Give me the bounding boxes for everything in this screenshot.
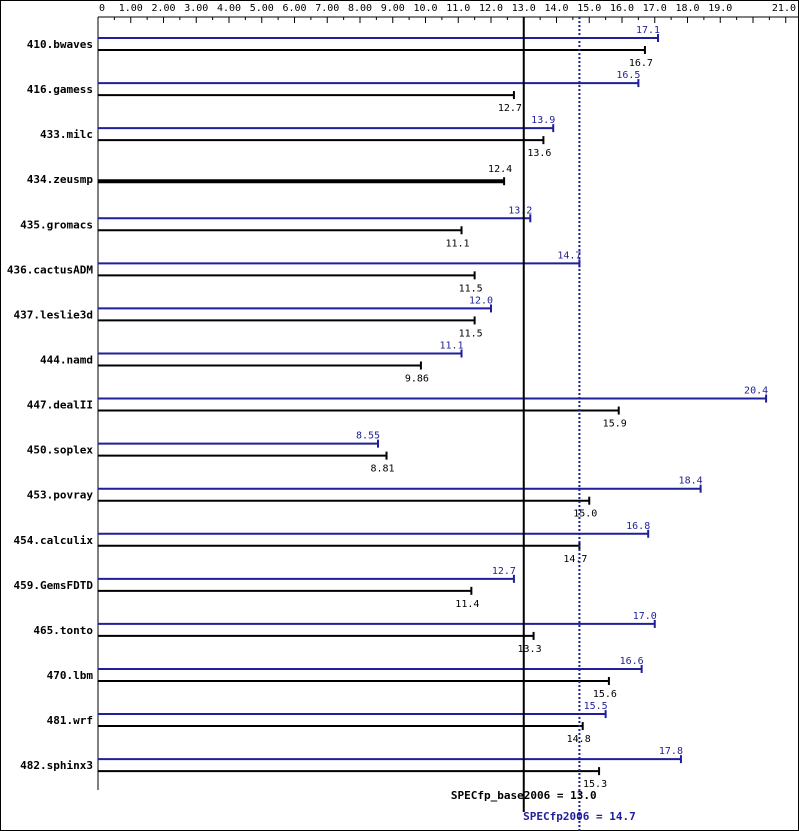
base-summary-label: SPECfp_base2006 = 13.0 xyxy=(451,789,597,802)
benchmark-label: 416.gamess xyxy=(27,83,93,96)
peak-value-label: 14.7 xyxy=(557,250,581,261)
peak-value-label: 17.0 xyxy=(633,611,657,622)
benchmark-label: 459.GemsFDTD xyxy=(14,579,94,592)
peak-value-label: 16.5 xyxy=(616,70,640,81)
benchmark-label: 453.povray xyxy=(27,489,94,502)
benchmark-label: 447.dealII xyxy=(27,399,93,412)
peak-value-label: 15.5 xyxy=(584,701,608,712)
benchmark-label: 436.cactusADM xyxy=(7,263,93,276)
benchmark-label: 481.wrf xyxy=(47,714,93,727)
x-tick-label: 5.00 xyxy=(250,3,274,14)
base-value-label: 15.6 xyxy=(593,689,617,700)
peak-value-label: 11.1 xyxy=(439,340,463,351)
x-tick-label: 15.0 xyxy=(577,3,601,14)
x-tick-label: 11.0 xyxy=(446,3,470,14)
benchmark-label: 410.bwaves xyxy=(27,38,93,51)
x-tick-label: 12.0 xyxy=(479,3,503,14)
x-tick-label: 21.0 xyxy=(772,3,796,14)
peak-value-label: 16.6 xyxy=(620,656,644,667)
benchmark-label: 482.sphinx3 xyxy=(20,759,93,772)
x-tick-label: 1.00 xyxy=(119,3,143,14)
base-value-label: 11.5 xyxy=(459,328,483,339)
base-value-label: 16.7 xyxy=(629,58,653,69)
base-value-label: 15.9 xyxy=(603,419,627,430)
base-value-label: 11.5 xyxy=(459,283,483,294)
peak-value-label: 12.7 xyxy=(492,566,516,577)
peak-summary-label: SPECfp2006 = 14.7 xyxy=(523,810,636,823)
base-value-label: 11.1 xyxy=(445,238,469,249)
x-tick-label: 17.0 xyxy=(643,3,667,14)
x-tick-label: 2.00 xyxy=(151,3,175,14)
peak-value-label: 18.4 xyxy=(679,476,703,487)
base-value-label: 15.0 xyxy=(573,509,597,520)
x-tick-label: 3.00 xyxy=(184,3,208,14)
base-value-label: 8.81 xyxy=(370,464,394,475)
base-value-label: 9.86 xyxy=(405,373,429,384)
x-tick-label: 14.0 xyxy=(544,3,568,14)
benchmark-label: 434.zeusmp xyxy=(27,173,94,186)
x-tick-label: 7.00 xyxy=(315,3,339,14)
reference-lines: SPECfp_base2006 = 13.0 SPECfp2006 = 14.7 xyxy=(451,17,636,831)
peak-value-label: 13.9 xyxy=(531,115,555,126)
peak-value-label: 17.8 xyxy=(659,746,683,757)
base-value-label: 13.6 xyxy=(527,148,551,159)
benchmark-label: 470.lbm xyxy=(47,669,94,682)
benchmark-label: 444.namd xyxy=(40,353,93,366)
bars: 410.bwaves 17.1 16.7 416.gamess 16.5 12.7 433.… xyxy=(7,25,768,790)
benchmark-label: 454.calculix xyxy=(14,534,94,547)
base-value-label: 12.7 xyxy=(498,103,522,114)
x-tick-label: 4.00 xyxy=(217,3,241,14)
benchmark-label: 450.soplex xyxy=(27,444,94,457)
x-tick-label: 9.00 xyxy=(381,3,405,14)
peak-value-label: 20.4 xyxy=(744,386,768,397)
x-tick-label: 8.00 xyxy=(348,3,372,14)
peak-value-label: 16.8 xyxy=(626,521,650,532)
base-value-label: 13.3 xyxy=(518,644,542,655)
peak-value-label: 17.1 xyxy=(636,25,660,36)
base-value-label: 15.3 xyxy=(583,779,607,790)
x-axis: 0 1.00 2.00 3.00 4.00 5.00 6.00 7.00 8.00 9.00 10.… xyxy=(97,3,799,790)
benchmark-label: 465.tonto xyxy=(33,624,93,637)
peak-value-label: 8.55 xyxy=(356,431,380,442)
base-value-label: 14.8 xyxy=(567,734,591,745)
x-tick-label: 0 xyxy=(99,3,105,14)
peak-value-label: 12.0 xyxy=(469,295,493,306)
x-tick-label: 6.00 xyxy=(282,3,306,14)
x-tick-label: 19.0 xyxy=(708,3,732,14)
benchmark-label: 437.leslie3d xyxy=(14,308,93,321)
benchmark-label: 435.gromacs xyxy=(20,218,93,231)
base-value-label: 14.7 xyxy=(563,554,587,565)
benchmark-label: 433.milc xyxy=(40,128,93,141)
base-value-label: 11.4 xyxy=(455,599,479,610)
x-tick-label: 16.0 xyxy=(610,3,634,14)
x-tick-label: 13.0 xyxy=(512,3,536,14)
base-value-label: 12.4 xyxy=(488,164,512,175)
peak-value-label: 13.2 xyxy=(508,205,532,216)
x-tick-label: 10.0 xyxy=(413,3,437,14)
x-tick-label: 18.0 xyxy=(675,3,699,14)
